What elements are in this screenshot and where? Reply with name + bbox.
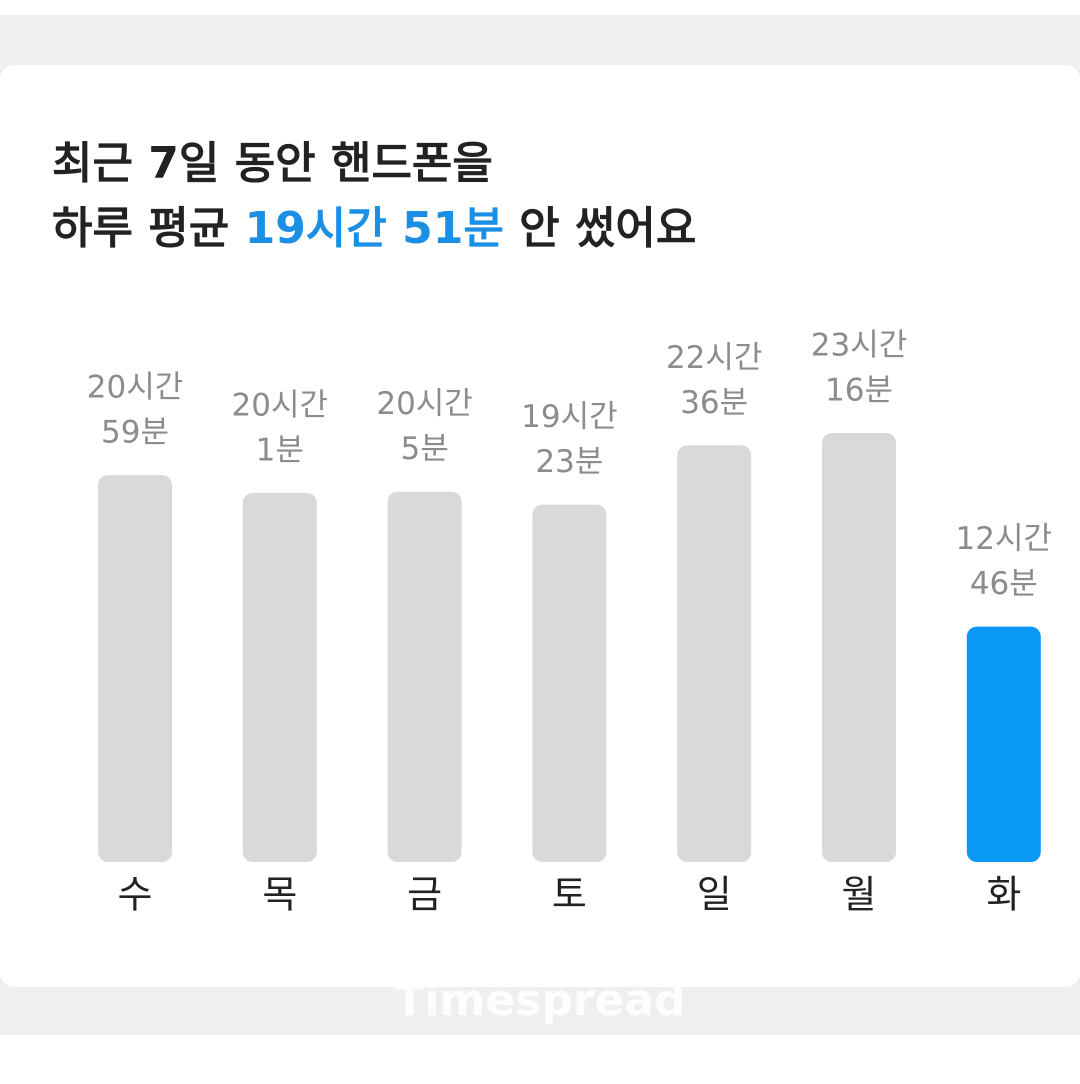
value-label: 19시간 bbox=[521, 399, 618, 435]
value-label: 23시간 bbox=[811, 328, 908, 364]
x-tick-label: 수 bbox=[118, 873, 153, 917]
value-label: 16분 bbox=[825, 373, 893, 409]
watermark: Timespread bbox=[394, 975, 685, 1026]
value-label: 20시간 bbox=[376, 386, 473, 422]
bar bbox=[242, 492, 317, 862]
value-label: 12시간 bbox=[956, 521, 1053, 557]
bar bbox=[677, 445, 752, 862]
title-line1: 최근 7일 동안 핸드폰을 bbox=[52, 138, 493, 189]
title-highlight: 19시간 51분 bbox=[245, 203, 504, 254]
x-tick-label: 월 bbox=[842, 873, 877, 917]
value-label: 36분 bbox=[680, 385, 748, 421]
value-label: 59분 bbox=[101, 415, 169, 451]
bar bbox=[966, 626, 1041, 862]
value-label: 23분 bbox=[535, 444, 603, 480]
bar bbox=[532, 504, 607, 862]
title-line2: 하루 평균 19시간 51분 안 썼어요 bbox=[52, 203, 696, 254]
value-label: 5분 bbox=[400, 431, 448, 467]
bar bbox=[98, 475, 172, 862]
x-tick-label: 일 bbox=[697, 873, 732, 917]
title-part: 안 썼어요 bbox=[519, 203, 696, 254]
value-label: 20시간 bbox=[232, 387, 329, 423]
value-label: 20시간 bbox=[87, 370, 184, 406]
x-tick-label: 화 bbox=[986, 873, 1021, 917]
title-part: 하루 평균 bbox=[52, 203, 229, 254]
x-tick-label: 목 bbox=[262, 873, 297, 917]
value-label: 22시간 bbox=[666, 340, 763, 376]
x-tick-label: 금 bbox=[407, 873, 442, 917]
value-label: 1분 bbox=[256, 432, 304, 468]
bar bbox=[822, 433, 896, 862]
value-label: 46분 bbox=[970, 566, 1038, 602]
bar bbox=[387, 491, 462, 862]
x-tick-label: 토 bbox=[552, 873, 587, 917]
